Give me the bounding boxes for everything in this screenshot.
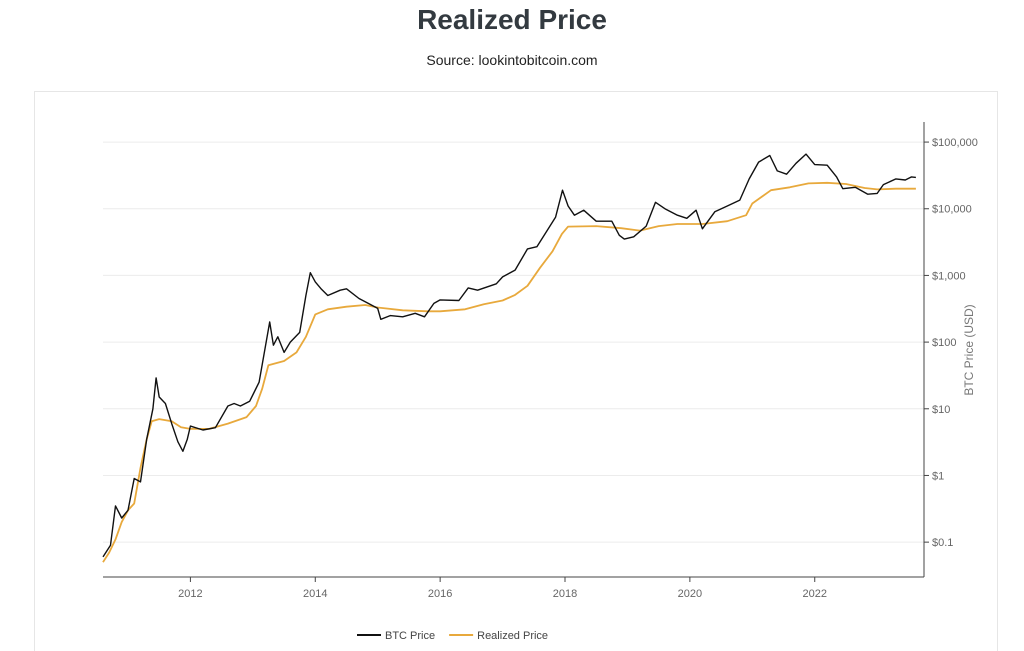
x-tick-label: 2020	[678, 588, 702, 600]
x-tick-label: 2012	[178, 588, 202, 600]
y-tick-label: $1	[932, 470, 944, 482]
chart-subtitle: Source: lookintobitcoin.com	[426, 52, 598, 68]
y-tick-label: $100	[932, 337, 956, 349]
x-tick-label: 2016	[428, 588, 452, 600]
series-layer	[102, 153, 916, 563]
y-axis-title: BTC Price (USD)	[962, 304, 976, 395]
x-tick-label: 2018	[553, 588, 577, 600]
legend-label-realized-price[interactable]: Realized Price	[477, 630, 548, 642]
y-tick-label: $10	[932, 404, 950, 416]
grid-layer	[103, 141, 924, 543]
y-tick-label: $100,000	[932, 137, 978, 149]
x-tick-label: 2014	[303, 588, 327, 600]
series-line-btc-price	[102, 153, 916, 558]
y-tick-layer: $0.1 $1 $10 $100 $1,000 $10,000 $100,000	[924, 137, 978, 549]
y-tick-label: $0.1	[932, 537, 953, 549]
legend[interactable]: BTC Price Realized Price	[357, 630, 548, 642]
y-tick-label: $1,000	[932, 270, 966, 282]
chart-svg: 2012 2014 2016 2018 2020 2022 $0.1 $1 $10 $100 $1…	[102, 122, 978, 642]
legend-label-btc-price[interactable]: BTC Price	[385, 630, 435, 642]
series-line-realized-price	[102, 181, 916, 563]
x-tick-label: 2022	[802, 588, 826, 600]
chart-panel: 2012 2014 2016 2018 2020 2022 $0.1 $1 $10 $100 $1…	[34, 91, 998, 651]
chart-title: Realized Price	[417, 4, 607, 35]
x-tick-layer: 2012 2014 2016 2018 2020 2022	[178, 577, 827, 600]
y-tick-label: $10,000	[932, 204, 972, 216]
